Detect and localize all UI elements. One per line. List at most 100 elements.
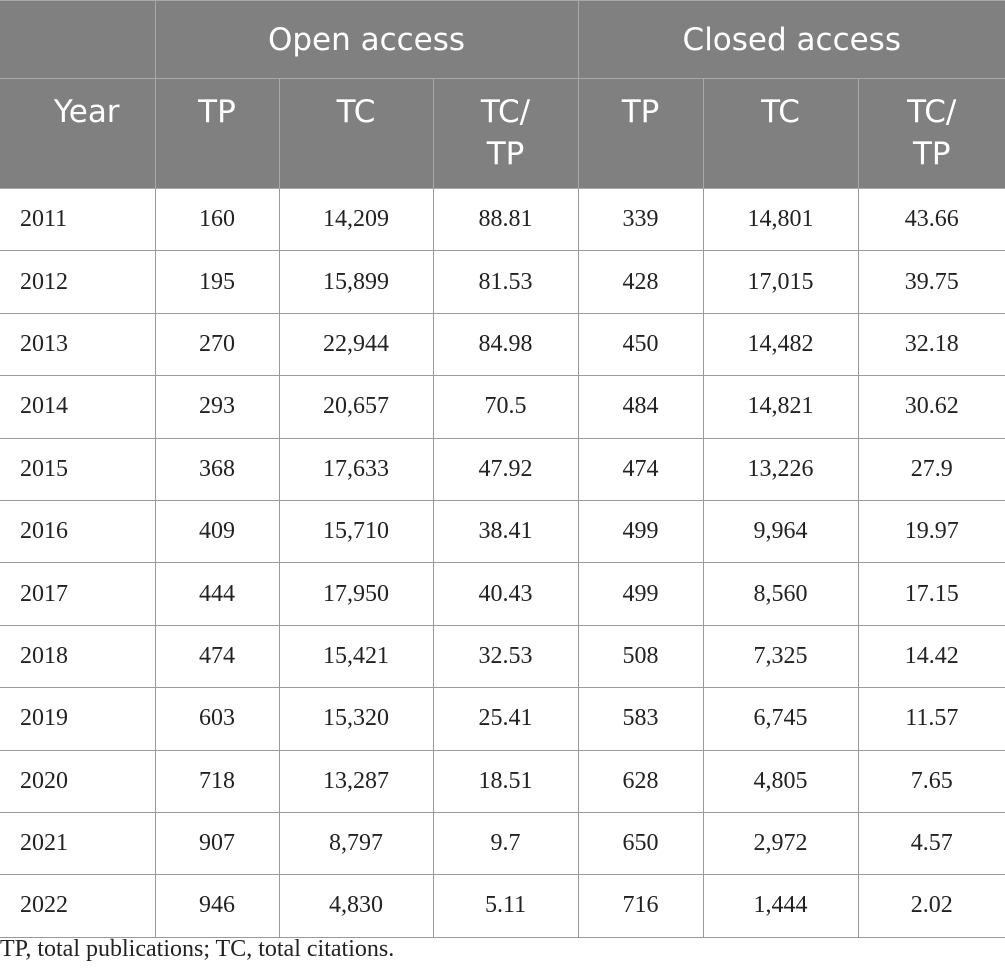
value-cell: 444 xyxy=(154,562,280,626)
value-cell: 4.57 xyxy=(857,811,1005,876)
value-cell: 27.9 xyxy=(857,437,1005,501)
header-row: Year TP TC TC/ TP TP TC TC/ TP xyxy=(0,78,1005,189)
value-cell: 88.81 xyxy=(432,187,579,252)
value-cell: 409 xyxy=(154,499,280,564)
year-cell: 2020 xyxy=(0,749,156,813)
value-cell: 499 xyxy=(577,562,704,626)
table-row: 2014 293 20,657 70.5 484 14,821 30.62 xyxy=(0,375,1005,439)
value-cell: 270 xyxy=(154,312,280,377)
value-cell: 14.42 xyxy=(857,624,1005,689)
value-cell: 450 xyxy=(577,312,704,377)
column-header: TC/ TP xyxy=(857,78,1005,189)
value-cell: 39.75 xyxy=(857,250,1005,314)
value-cell: 81.53 xyxy=(432,250,579,314)
value-cell: 5.11 xyxy=(432,874,579,938)
value-cell: 339 xyxy=(577,187,704,252)
data-table: Open access Closed access Year TP TC TC/ TP… xyxy=(0,0,1005,938)
value-cell: 716 xyxy=(577,874,704,938)
value-cell: 13,226 xyxy=(702,437,859,501)
value-cell: 2,972 xyxy=(702,811,859,876)
value-cell: 84.98 xyxy=(432,312,579,377)
value-cell: 7.65 xyxy=(857,749,1005,813)
table-row: 2017 444 17,950 40.43 499 8,560 17.15 xyxy=(0,562,1005,626)
value-cell: 603 xyxy=(154,687,280,751)
value-cell: 70.5 xyxy=(432,375,579,439)
value-cell: 293 xyxy=(154,375,280,439)
value-cell: 484 xyxy=(577,375,704,439)
value-cell: 19.97 xyxy=(857,499,1005,564)
column-header: TP xyxy=(577,78,704,189)
year-cell: 2018 xyxy=(0,624,156,689)
value-cell: 47.92 xyxy=(432,437,579,501)
value-cell: 17,633 xyxy=(278,437,434,501)
value-cell: 18.51 xyxy=(432,749,579,813)
table-row: 2011 160 14,209 88.81 339 14,801 43.66 xyxy=(0,187,1005,252)
value-cell: 30.62 xyxy=(857,375,1005,439)
value-cell: 17,950 xyxy=(278,562,434,626)
value-cell: 25.41 xyxy=(432,687,579,751)
year-cell: 2019 xyxy=(0,687,156,751)
value-cell: 11.57 xyxy=(857,687,1005,751)
value-cell: 650 xyxy=(577,811,704,876)
value-cell: 14,482 xyxy=(702,312,859,377)
year-cell: 2021 xyxy=(0,811,156,876)
group-header: Open access xyxy=(154,0,579,79)
table-row: 2022 946 4,830 5.11 716 1,444 2.02 xyxy=(0,874,1005,938)
table-row: 2021 907 8,797 9.7 650 2,972 4.57 xyxy=(0,811,1005,876)
year-cell: 2014 xyxy=(0,375,156,439)
value-cell: 474 xyxy=(577,437,704,501)
value-cell: 6,745 xyxy=(702,687,859,751)
value-cell: 4,805 xyxy=(702,749,859,813)
group-header-row: Open access Closed access xyxy=(0,0,1005,79)
blank-header xyxy=(0,0,156,79)
value-cell: 32.18 xyxy=(857,312,1005,377)
value-cell: 583 xyxy=(577,687,704,751)
year-cell: 2011 xyxy=(0,187,156,252)
table-row: 2013 270 22,944 84.98 450 14,482 32.18 xyxy=(0,312,1005,377)
value-cell: 1,444 xyxy=(702,874,859,938)
year-cell: 2017 xyxy=(0,562,156,626)
year-cell: 2016 xyxy=(0,499,156,564)
year-cell: 2012 xyxy=(0,250,156,314)
column-header: TC xyxy=(278,78,434,189)
value-cell: 4,830 xyxy=(278,874,434,938)
value-cell: 474 xyxy=(154,624,280,689)
value-cell: 907 xyxy=(154,811,280,876)
value-cell: 40.43 xyxy=(432,562,579,626)
column-header: TC xyxy=(702,78,859,189)
table-row: 2015 368 17,633 47.92 474 13,226 27.9 xyxy=(0,437,1005,501)
value-cell: 628 xyxy=(577,749,704,813)
table-row: 2012 195 15,899 81.53 428 17,015 39.75 xyxy=(0,250,1005,314)
value-cell: 20,657 xyxy=(278,375,434,439)
table-row: 2020 718 13,287 18.51 628 4,805 7.65 xyxy=(0,749,1005,813)
year-cell: 2022 xyxy=(0,874,156,938)
value-cell: 43.66 xyxy=(857,187,1005,252)
value-cell: 8,797 xyxy=(278,811,434,876)
year-cell: 2013 xyxy=(0,312,156,377)
value-cell: 15,899 xyxy=(278,250,434,314)
value-cell: 14,821 xyxy=(702,375,859,439)
table-row: 2016 409 15,710 38.41 499 9,964 19.97 xyxy=(0,499,1005,564)
value-cell: 8,560 xyxy=(702,562,859,626)
group-header: Closed access xyxy=(577,0,1005,79)
value-cell: 13,287 xyxy=(278,749,434,813)
table-row: 2018 474 15,421 32.53 508 7,325 14.42 xyxy=(0,624,1005,689)
value-cell: 14,801 xyxy=(702,187,859,252)
value-cell: 17.15 xyxy=(857,562,1005,626)
value-cell: 15,320 xyxy=(278,687,434,751)
value-cell: 195 xyxy=(154,250,280,314)
value-cell: 32.53 xyxy=(432,624,579,689)
value-cell: 508 xyxy=(577,624,704,689)
column-header: TC/ TP xyxy=(432,78,579,189)
column-header: Year xyxy=(0,78,156,189)
value-cell: 14,209 xyxy=(278,187,434,252)
value-cell: 428 xyxy=(577,250,704,314)
value-cell: 9,964 xyxy=(702,499,859,564)
value-cell: 22,944 xyxy=(278,312,434,377)
footnote: TP, total publications; TC, total citati… xyxy=(0,936,395,962)
value-cell: 946 xyxy=(154,874,280,938)
value-cell: 718 xyxy=(154,749,280,813)
value-cell: 499 xyxy=(577,499,704,564)
value-cell: 17,015 xyxy=(702,250,859,314)
